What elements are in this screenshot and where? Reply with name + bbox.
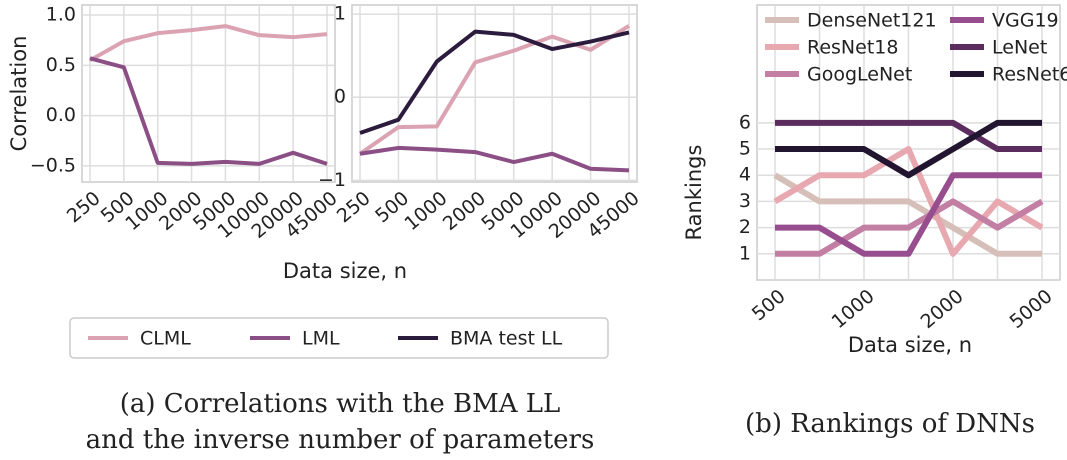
y-tick-label: 5 bbox=[739, 138, 751, 160]
y-tick-label: 0 bbox=[334, 86, 346, 108]
y-tick-label: 0.0 bbox=[46, 104, 76, 126]
x-tick-label: 5000 bbox=[1006, 285, 1057, 333]
legend-label: BMA test LL bbox=[450, 328, 563, 350]
y-tick-label: −1 bbox=[318, 169, 346, 191]
series-line bbox=[89, 56, 328, 166]
legend-label: CLML bbox=[140, 328, 191, 350]
x-axis-label: Data size, n bbox=[848, 333, 972, 357]
y-tick-label: 6 bbox=[739, 111, 751, 133]
y-tick-label: 1 bbox=[739, 242, 751, 264]
x-tick-label: 2000 bbox=[439, 187, 490, 235]
x-tick-label: 250 bbox=[333, 187, 375, 227]
x-tick-label: 1000 bbox=[400, 187, 451, 235]
y-tick-label: 1 bbox=[334, 3, 346, 25]
x-tick-label: 250 bbox=[63, 187, 105, 227]
legend-label: VGG19 bbox=[992, 10, 1059, 32]
series-line bbox=[773, 172, 1042, 257]
caption: (a) Correlations with the BMA LL bbox=[120, 389, 561, 419]
y-tick-label: 0.5 bbox=[46, 54, 76, 76]
x-tick-label: 500 bbox=[748, 285, 790, 325]
y-tick-label: 2 bbox=[739, 216, 751, 238]
series-line bbox=[775, 172, 1042, 257]
series-line bbox=[358, 24, 631, 156]
y-tick-label: 4 bbox=[739, 164, 751, 186]
legend-label: ResNet18 bbox=[807, 37, 898, 59]
series-line bbox=[775, 198, 1044, 257]
series-line bbox=[775, 119, 1042, 153]
y-tick-label: 3 bbox=[739, 190, 751, 212]
y-axis-label: Rankings bbox=[682, 145, 706, 241]
series-line bbox=[359, 29, 630, 135]
y-tick-label: −0.5 bbox=[30, 154, 76, 176]
y-tick-label: 1.0 bbox=[46, 4, 76, 26]
series-line bbox=[359, 145, 630, 173]
caption: and the inverse number of parameters bbox=[86, 425, 595, 455]
series-line bbox=[773, 146, 1044, 257]
x-tick-label: 1000 bbox=[828, 285, 879, 333]
legend-label: GoogLeNet bbox=[807, 64, 912, 86]
series-line bbox=[89, 24, 328, 63]
legend-box bbox=[69, 317, 609, 359]
caption: (b) Rankings of DNNs bbox=[745, 409, 1035, 439]
legend-label: LML bbox=[302, 328, 340, 350]
series-line bbox=[775, 119, 1042, 179]
legend-label: LeNet bbox=[992, 37, 1047, 59]
legend-label: ResNet6 bbox=[992, 64, 1067, 86]
x-tick-label: 2000 bbox=[917, 285, 968, 333]
y-axis-label: Correlation bbox=[7, 36, 31, 152]
legend-label: DenseNet121 bbox=[807, 10, 937, 32]
x-axis-label: Data size, n bbox=[283, 259, 407, 283]
